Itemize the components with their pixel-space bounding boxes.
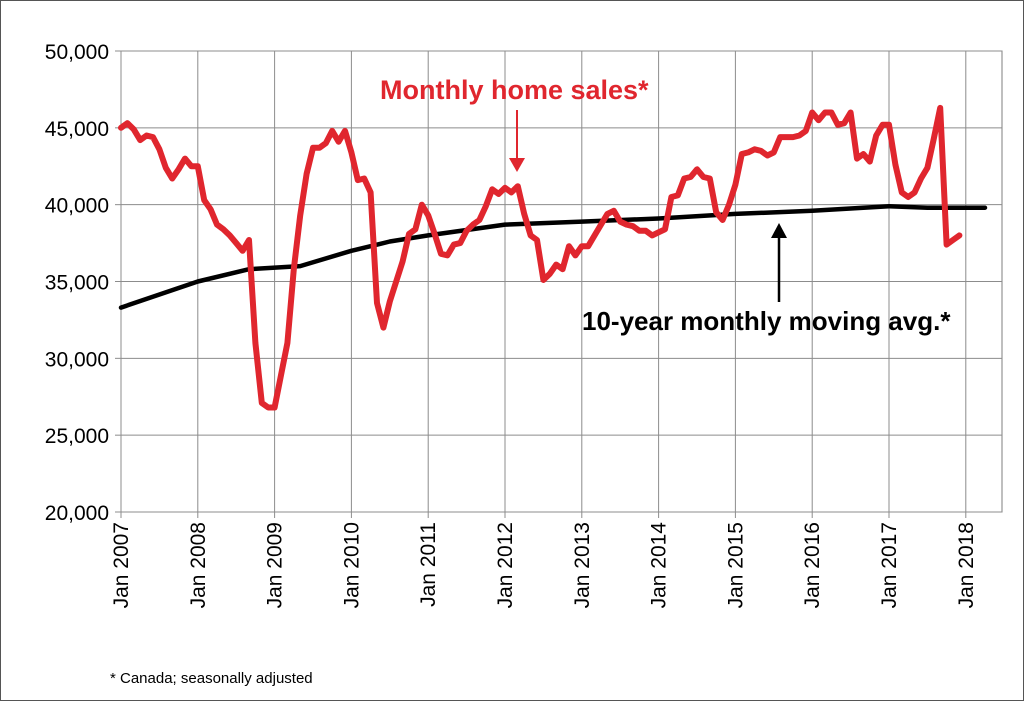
x-tick-label: Jan 2012	[494, 522, 517, 608]
x-tick-label: Jan 2009	[264, 522, 287, 608]
footnote: * Canada; seasonally adjusted	[110, 670, 313, 687]
x-tick-label: Jan 2015	[724, 522, 747, 608]
y-tick-label: 35,000	[45, 272, 109, 295]
x-tick-label: Jan 2010	[340, 522, 363, 608]
x-tick-label: Jan 2011	[417, 522, 440, 607]
x-tick-label: Jan 2014	[648, 522, 671, 609]
x-tick-label: Jan 2013	[571, 522, 594, 608]
x-tick-label: Jan 2008	[187, 522, 210, 608]
series-line-moving-average	[118, 203, 988, 310]
x-tick-label: Jan 2017	[878, 522, 901, 608]
y-tick-label: 40,000	[45, 195, 109, 218]
avg-series-label: 10-year monthly moving avg.*	[582, 306, 951, 336]
series-line-home-sales	[118, 104, 963, 411]
y-tick-label: 25,000	[45, 425, 109, 448]
sales-series-label: Monthly home sales*	[380, 75, 649, 105]
avg-arrow-head	[771, 223, 787, 238]
y-tick-label: 20,000	[45, 502, 109, 525]
x-axis-ticks: Jan 2007 Jan 2008 Jan 2009 Jan 2010 Jan 2011…	[110, 512, 978, 608]
sales-arrow-head	[509, 158, 525, 172]
x-tick-label: Jan 2016	[801, 522, 824, 608]
y-tick-label: 30,000	[45, 348, 109, 371]
y-axis-ticks: 20,000 25,000 30,000 35,000 40,000 45,000 50,0…	[45, 41, 121, 525]
y-tick-label: 45,000	[45, 118, 109, 141]
x-tick-label: Jan 2018	[955, 522, 978, 608]
y-tick-label: 50,000	[45, 41, 109, 64]
x-tick-label: Jan 2007	[110, 522, 133, 608]
